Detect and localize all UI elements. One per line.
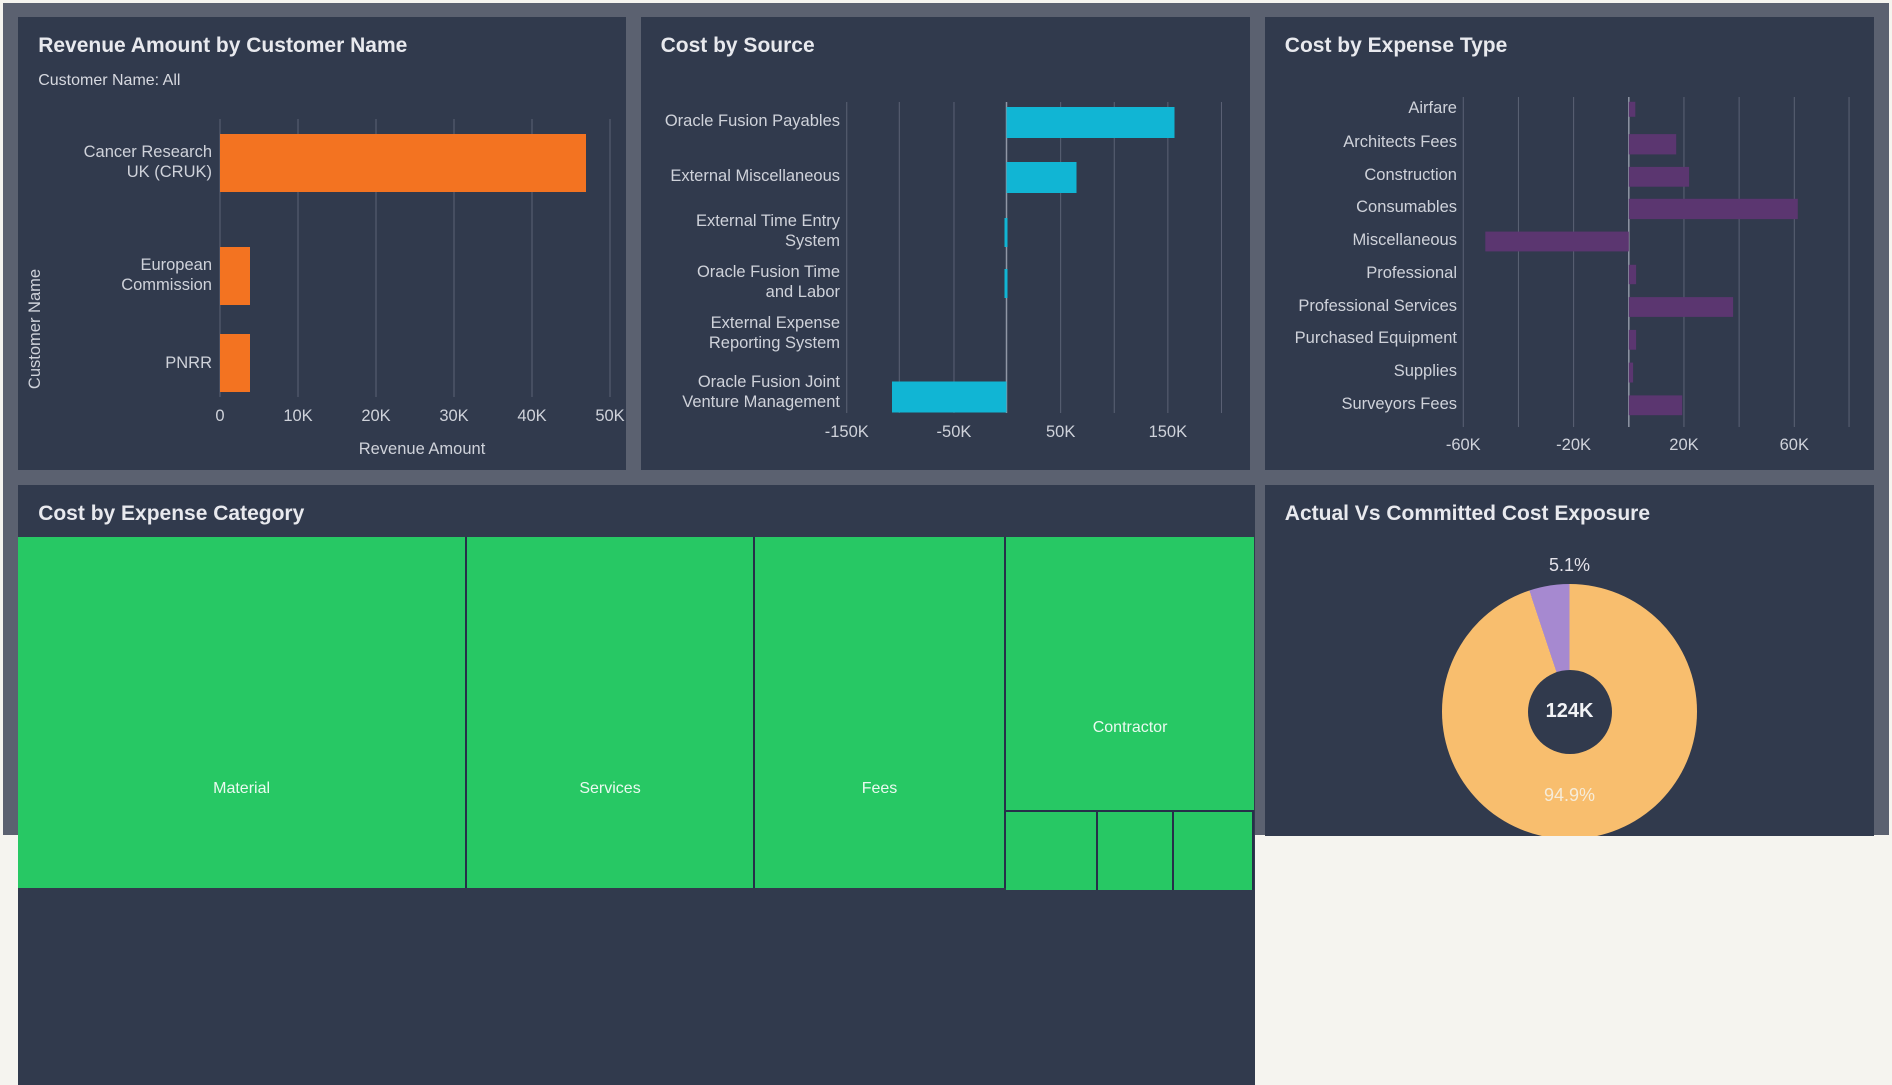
- svg-text:Surveyors Fees: Surveyors Fees: [1341, 395, 1457, 413]
- svg-text:Supplies: Supplies: [1394, 362, 1457, 380]
- svg-text:and Labor: and Labor: [765, 283, 840, 301]
- svg-text:50K: 50K: [1046, 423, 1075, 441]
- svg-text:-150K: -150K: [824, 423, 868, 441]
- svg-text:20K: 20K: [1669, 436, 1698, 454]
- svg-text:10K: 10K: [284, 407, 313, 425]
- svg-text:Construction: Construction: [1364, 166, 1457, 184]
- svg-text:UK (CRUK): UK (CRUK): [127, 163, 212, 181]
- svg-text:Professional: Professional: [1366, 264, 1457, 282]
- svg-text:-60K: -60K: [1446, 436, 1481, 454]
- svg-text:External Time Entry: External Time Entry: [696, 212, 841, 230]
- svg-text:Cancer Research: Cancer Research: [84, 143, 212, 161]
- svg-text:Airfare: Airfare: [1408, 99, 1457, 117]
- svg-text:PNRR: PNRR: [165, 354, 212, 372]
- svg-text:150K: 150K: [1148, 423, 1187, 441]
- svg-text:60K: 60K: [1779, 436, 1808, 454]
- svg-text:-50K: -50K: [936, 423, 971, 441]
- svg-text:External Expense: External Expense: [710, 314, 839, 332]
- svg-text:-20K: -20K: [1556, 436, 1591, 454]
- svg-text:40K: 40K: [518, 407, 547, 425]
- svg-text:Reporting System: Reporting System: [708, 334, 839, 352]
- svg-text:Oracle Fusion Time: Oracle Fusion Time: [697, 263, 840, 281]
- svg-text:Purchased Equipment: Purchased Equipment: [1294, 329, 1457, 347]
- svg-text:Commission: Commission: [121, 276, 212, 294]
- svg-text:20K: 20K: [362, 407, 391, 425]
- svg-text:Oracle Fusion Joint: Oracle Fusion Joint: [697, 373, 840, 391]
- svg-text:Professional Services: Professional Services: [1298, 297, 1457, 315]
- svg-text:Customer Name: Customer Name: [26, 269, 44, 389]
- svg-text:Venture Management: Venture Management: [682, 393, 840, 411]
- svg-text:Consumables: Consumables: [1356, 198, 1457, 216]
- svg-text:Architects Fees: Architects Fees: [1343, 133, 1457, 151]
- svg-text:System: System: [785, 232, 840, 250]
- svg-text:European: European: [141, 256, 213, 274]
- svg-text:External Miscellaneous: External Miscellaneous: [670, 167, 840, 185]
- svg-text:Revenue Amount: Revenue Amount: [359, 440, 486, 458]
- svg-text:Oracle Fusion Payables: Oracle Fusion Payables: [664, 112, 839, 130]
- svg-text:Miscellaneous: Miscellaneous: [1352, 231, 1457, 249]
- svg-text:30K: 30K: [440, 407, 469, 425]
- svg-text:0: 0: [216, 407, 225, 425]
- svg-text:50K: 50K: [596, 407, 625, 425]
